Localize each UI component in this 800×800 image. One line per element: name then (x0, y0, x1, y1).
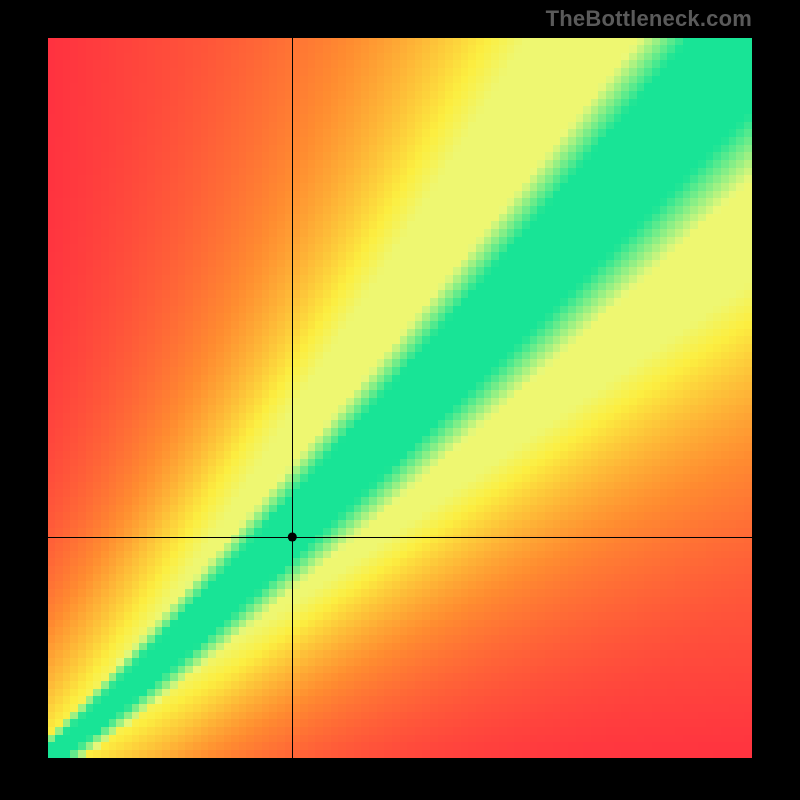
outer-frame: TheBottleneck.com (0, 0, 800, 800)
heatmap-canvas (48, 38, 752, 758)
watermark-text: TheBottleneck.com (546, 6, 752, 32)
